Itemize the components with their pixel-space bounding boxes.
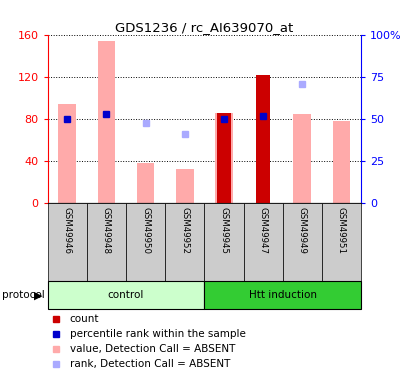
Bar — [205, 203, 244, 281]
Bar — [244, 203, 283, 281]
Bar — [283, 203, 322, 281]
Bar — [333, 122, 350, 203]
Bar — [165, 203, 204, 281]
Bar — [256, 75, 270, 203]
Text: Htt induction: Htt induction — [249, 290, 317, 300]
Text: rank, Detection Call = ABSENT: rank, Detection Call = ABSENT — [70, 359, 230, 369]
Bar — [98, 40, 115, 203]
Bar — [217, 113, 231, 203]
Bar — [87, 203, 126, 281]
Text: GSM49946: GSM49946 — [63, 207, 72, 254]
Bar — [205, 281, 361, 309]
Bar — [176, 169, 194, 203]
Text: protocol: protocol — [2, 290, 45, 300]
Bar — [48, 203, 87, 281]
Bar — [215, 113, 233, 203]
Bar — [59, 104, 76, 203]
Text: ▶: ▶ — [34, 290, 43, 300]
Text: GSM49952: GSM49952 — [180, 207, 189, 254]
Bar — [322, 203, 361, 281]
Text: GSM49948: GSM49948 — [102, 207, 111, 254]
Bar — [126, 203, 165, 281]
Text: count: count — [70, 314, 99, 324]
Bar — [293, 114, 311, 203]
Text: GSM49951: GSM49951 — [337, 207, 346, 254]
Text: value, Detection Call = ABSENT: value, Detection Call = ABSENT — [70, 344, 235, 354]
Text: control: control — [108, 290, 144, 300]
Text: percentile rank within the sample: percentile rank within the sample — [70, 329, 246, 339]
Text: GSM49949: GSM49949 — [298, 207, 307, 254]
Bar — [137, 164, 154, 203]
Text: GSM49950: GSM49950 — [141, 207, 150, 254]
Text: GSM49945: GSM49945 — [220, 207, 229, 254]
Title: GDS1236 / rc_AI639070_at: GDS1236 / rc_AI639070_at — [115, 21, 293, 34]
Bar — [48, 281, 205, 309]
Text: GSM49947: GSM49947 — [259, 207, 268, 254]
